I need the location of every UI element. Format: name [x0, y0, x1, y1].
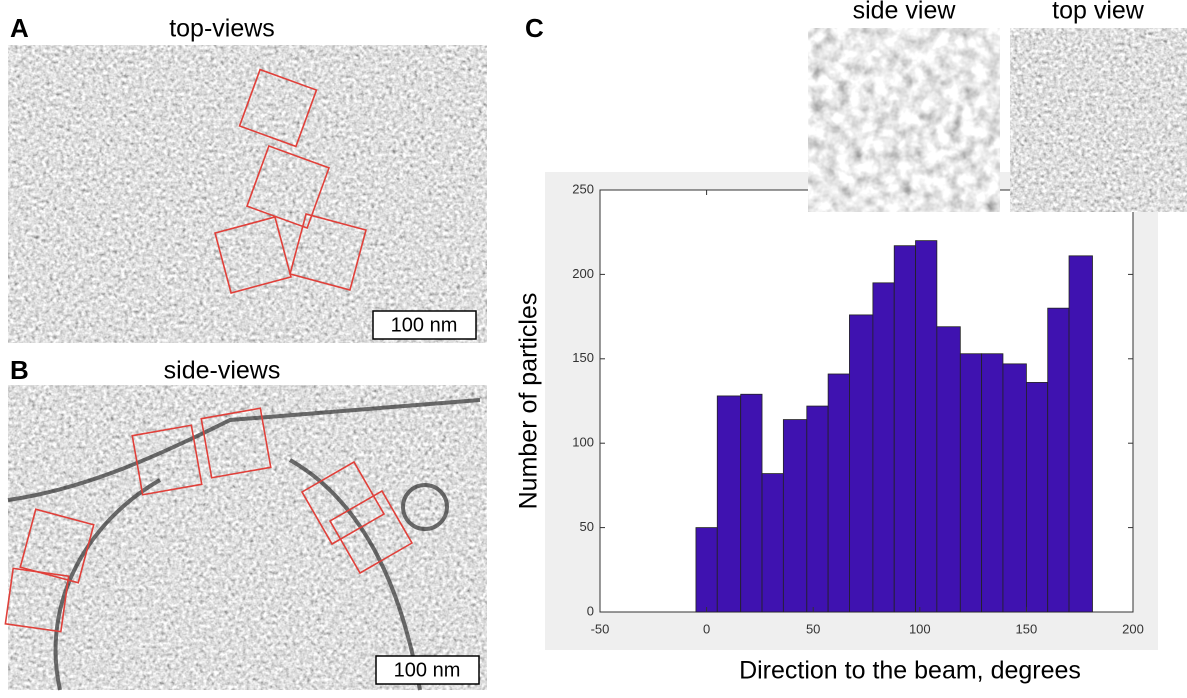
bar	[761, 473, 784, 613]
y-tick-label: 200	[572, 266, 594, 281]
panel-label: B	[10, 355, 29, 385]
x-tick-label: 200	[1122, 621, 1144, 636]
inset-image	[1010, 28, 1187, 212]
x-tick-label: 100	[909, 621, 931, 636]
y-tick-label: 50	[580, 519, 594, 534]
bar	[893, 245, 916, 613]
bar	[936, 326, 961, 613]
scale-bar: 100 nm	[394, 659, 461, 681]
bar	[740, 393, 763, 613]
panel-label: C	[525, 13, 544, 43]
y-tick-label: 250	[572, 181, 594, 196]
x-tick-label: -50	[591, 621, 610, 636]
x-tick-label: 150	[1016, 621, 1038, 636]
x-axis-label: Direction to the beam, degrees	[739, 657, 1081, 685]
bar	[695, 527, 718, 613]
y-tick-label: 150	[572, 350, 594, 365]
y-axis-label: Number of particles	[515, 293, 543, 510]
membranes	[7, 398, 481, 691]
bar	[806, 405, 829, 613]
bar	[1002, 363, 1027, 613]
bar	[827, 373, 850, 613]
bar	[872, 282, 895, 613]
scale-bar-box	[375, 655, 480, 685]
bar	[849, 314, 874, 613]
histogram: 0 50 100 150 200 250 -50 0 50 100 150 200	[572, 181, 1144, 636]
panel-title: side-views	[164, 357, 281, 385]
x-tick-label: 0	[703, 621, 710, 636]
bar	[1068, 255, 1093, 613]
selection-boxes	[4, 407, 414, 633]
bar	[1047, 307, 1070, 613]
bar	[981, 353, 1004, 613]
scale-bar: 100 nm	[391, 314, 458, 336]
x-tick-label: 50	[806, 621, 820, 636]
y-tick-label: 0	[587, 603, 594, 618]
micrograph	[8, 45, 487, 343]
bar	[915, 240, 938, 613]
inset-title: side view	[853, 0, 957, 25]
bar	[716, 395, 742, 613]
panel-label: A	[10, 13, 29, 43]
scale-bar-box	[372, 310, 477, 340]
y-tick-label: 100	[572, 435, 594, 450]
panel-title: top-views	[169, 15, 275, 43]
bar	[959, 353, 983, 613]
bar	[782, 419, 808, 613]
selection-boxes	[214, 68, 367, 294]
inset-image	[808, 28, 1000, 212]
micrograph	[8, 385, 487, 690]
inset-title: top view	[1052, 0, 1145, 25]
bar	[1026, 382, 1049, 613]
